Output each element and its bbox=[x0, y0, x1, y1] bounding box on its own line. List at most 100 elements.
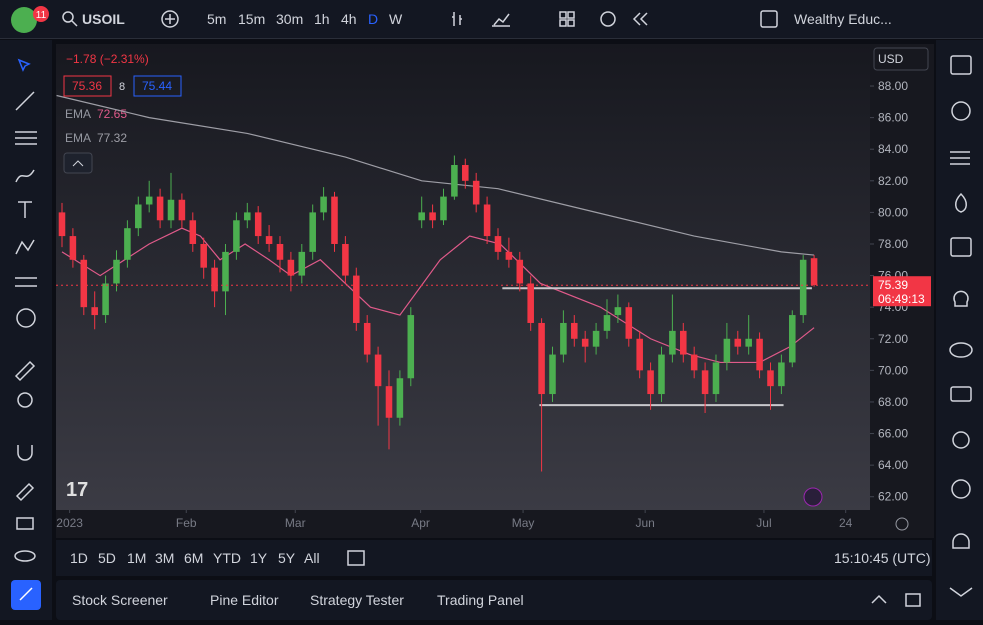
candle-body bbox=[549, 354, 556, 395]
candle-body bbox=[156, 196, 164, 221]
candle-body bbox=[265, 236, 273, 244]
candle-body bbox=[211, 267, 218, 292]
panel-tab[interactable]: Strategy Tester bbox=[310, 592, 404, 608]
candle-body bbox=[331, 196, 338, 244]
candle-body bbox=[58, 212, 66, 237]
widget-icons[interactable] bbox=[936, 40, 983, 620]
currency-box[interactable] bbox=[873, 47, 929, 71]
candle-body bbox=[287, 259, 295, 276]
y-tick-label: 68.00 bbox=[878, 395, 908, 409]
collapse-icon bbox=[72, 160, 84, 167]
candle-body bbox=[385, 386, 393, 418]
candle-body bbox=[363, 322, 371, 355]
candle-body bbox=[276, 243, 284, 260]
interval[interactable]: 30m bbox=[276, 11, 304, 27]
range[interactable]: 1M bbox=[127, 550, 147, 566]
interval-active[interactable]: D bbox=[368, 11, 379, 27]
right-toolbar bbox=[936, 40, 983, 620]
candle-body bbox=[298, 251, 306, 276]
range[interactable]: All bbox=[304, 550, 320, 566]
candle-body bbox=[799, 259, 807, 316]
toolbar-icons[interactable] bbox=[450, 9, 650, 29]
bottom-panel: Stock Screener Pine Editor Strategy Test… bbox=[56, 580, 932, 620]
range-bar: 1D 5D 1M 3M 6M YTD 1Y 5Y All 15:10:45 (U… bbox=[56, 540, 932, 576]
range[interactable]: 6M bbox=[184, 550, 204, 566]
range[interactable]: 5D bbox=[98, 550, 116, 566]
candle-body bbox=[320, 196, 327, 213]
candle-body bbox=[167, 199, 175, 221]
candle-body bbox=[342, 243, 349, 276]
interval[interactable]: 15m bbox=[238, 11, 266, 27]
candle-body bbox=[309, 212, 316, 252]
countdown: 06:49:13 bbox=[878, 292, 925, 306]
interval[interactable]: 1h bbox=[314, 11, 330, 27]
bid-box[interactable] bbox=[63, 75, 112, 97]
interval[interactable]: 4h bbox=[341, 11, 357, 27]
ema-line bbox=[56, 94, 815, 256]
date-range-icon[interactable] bbox=[346, 548, 366, 568]
add-symbol[interactable] bbox=[160, 9, 180, 29]
candle-body bbox=[440, 196, 447, 221]
y-tick-label: 70.00 bbox=[878, 363, 908, 377]
candle-body bbox=[418, 212, 425, 221]
interval[interactable]: 5m bbox=[207, 11, 227, 27]
panel-tab[interactable]: Stock Screener bbox=[72, 592, 168, 608]
range[interactable]: 1Y bbox=[250, 550, 268, 566]
interval[interactable]: W bbox=[389, 11, 403, 27]
layout-icon[interactable] bbox=[760, 10, 778, 28]
settings-icon[interactable] bbox=[895, 517, 909, 531]
ask: 75.44 bbox=[142, 79, 172, 93]
candle-body bbox=[516, 259, 524, 284]
legend-name: EMA bbox=[65, 131, 91, 145]
candle-body bbox=[745, 338, 752, 347]
candle-body bbox=[178, 199, 186, 221]
spread: 8 bbox=[119, 81, 125, 93]
x-tick-label: Apr bbox=[411, 516, 430, 530]
candle-body bbox=[712, 362, 720, 395]
range[interactable]: 3M bbox=[155, 550, 175, 566]
candle-body bbox=[723, 338, 731, 363]
panel-tab[interactable]: Pine Editor bbox=[210, 592, 279, 608]
candle-body bbox=[701, 370, 709, 395]
search-icon bbox=[62, 11, 78, 27]
candle-body bbox=[636, 338, 643, 371]
y-tick-label: 88.00 bbox=[878, 79, 908, 93]
left-toolbar bbox=[0, 40, 52, 620]
candle-body bbox=[396, 378, 404, 418]
bid: 75.36 bbox=[72, 79, 102, 93]
candle-body bbox=[756, 338, 763, 371]
range[interactable]: YTD bbox=[213, 550, 241, 566]
candle-body bbox=[614, 307, 622, 316]
x-tick-label: 2023 bbox=[56, 516, 83, 530]
candle-body bbox=[734, 338, 742, 347]
ask-box[interactable] bbox=[133, 75, 182, 97]
panel-controls[interactable] bbox=[866, 590, 926, 610]
legend-value: 77.32 bbox=[97, 131, 127, 145]
candle-body bbox=[113, 259, 120, 284]
drawing-tools[interactable] bbox=[0, 40, 52, 620]
candle-body bbox=[429, 212, 436, 221]
y-tick-label: 80.00 bbox=[878, 205, 908, 219]
y-tick-label: 78.00 bbox=[878, 237, 908, 251]
candle-body bbox=[189, 220, 197, 244]
range[interactable]: 5Y bbox=[278, 550, 296, 566]
candle-body bbox=[603, 315, 611, 331]
layout-name[interactable]: Wealthy Educ... bbox=[794, 11, 892, 27]
legend-name: EMA bbox=[65, 107, 91, 121]
candle-body bbox=[680, 330, 687, 355]
x-tick-label: Jun bbox=[635, 516, 654, 530]
y-tick-label: 72.00 bbox=[878, 332, 908, 346]
candle-body bbox=[233, 220, 240, 252]
candle-body bbox=[658, 354, 665, 395]
y-tick-label: 86.00 bbox=[878, 111, 908, 125]
event-icon[interactable] bbox=[803, 487, 823, 507]
top-toolbar: 11 USOIL 5m 15m 30m 1h 4h D W Wealthy Ed… bbox=[0, 0, 983, 39]
y-tick-label: 82.00 bbox=[878, 174, 908, 188]
clock: 15:10:45 (UTC) bbox=[834, 550, 931, 566]
candle-body bbox=[789, 315, 796, 363]
logo[interactable]: 11 bbox=[10, 5, 50, 35]
range[interactable]: 1D bbox=[70, 550, 88, 566]
symbol[interactable]: USOIL bbox=[82, 11, 125, 27]
collapse-legend[interactable] bbox=[63, 152, 93, 174]
panel-tab[interactable]: Trading Panel bbox=[437, 592, 524, 608]
